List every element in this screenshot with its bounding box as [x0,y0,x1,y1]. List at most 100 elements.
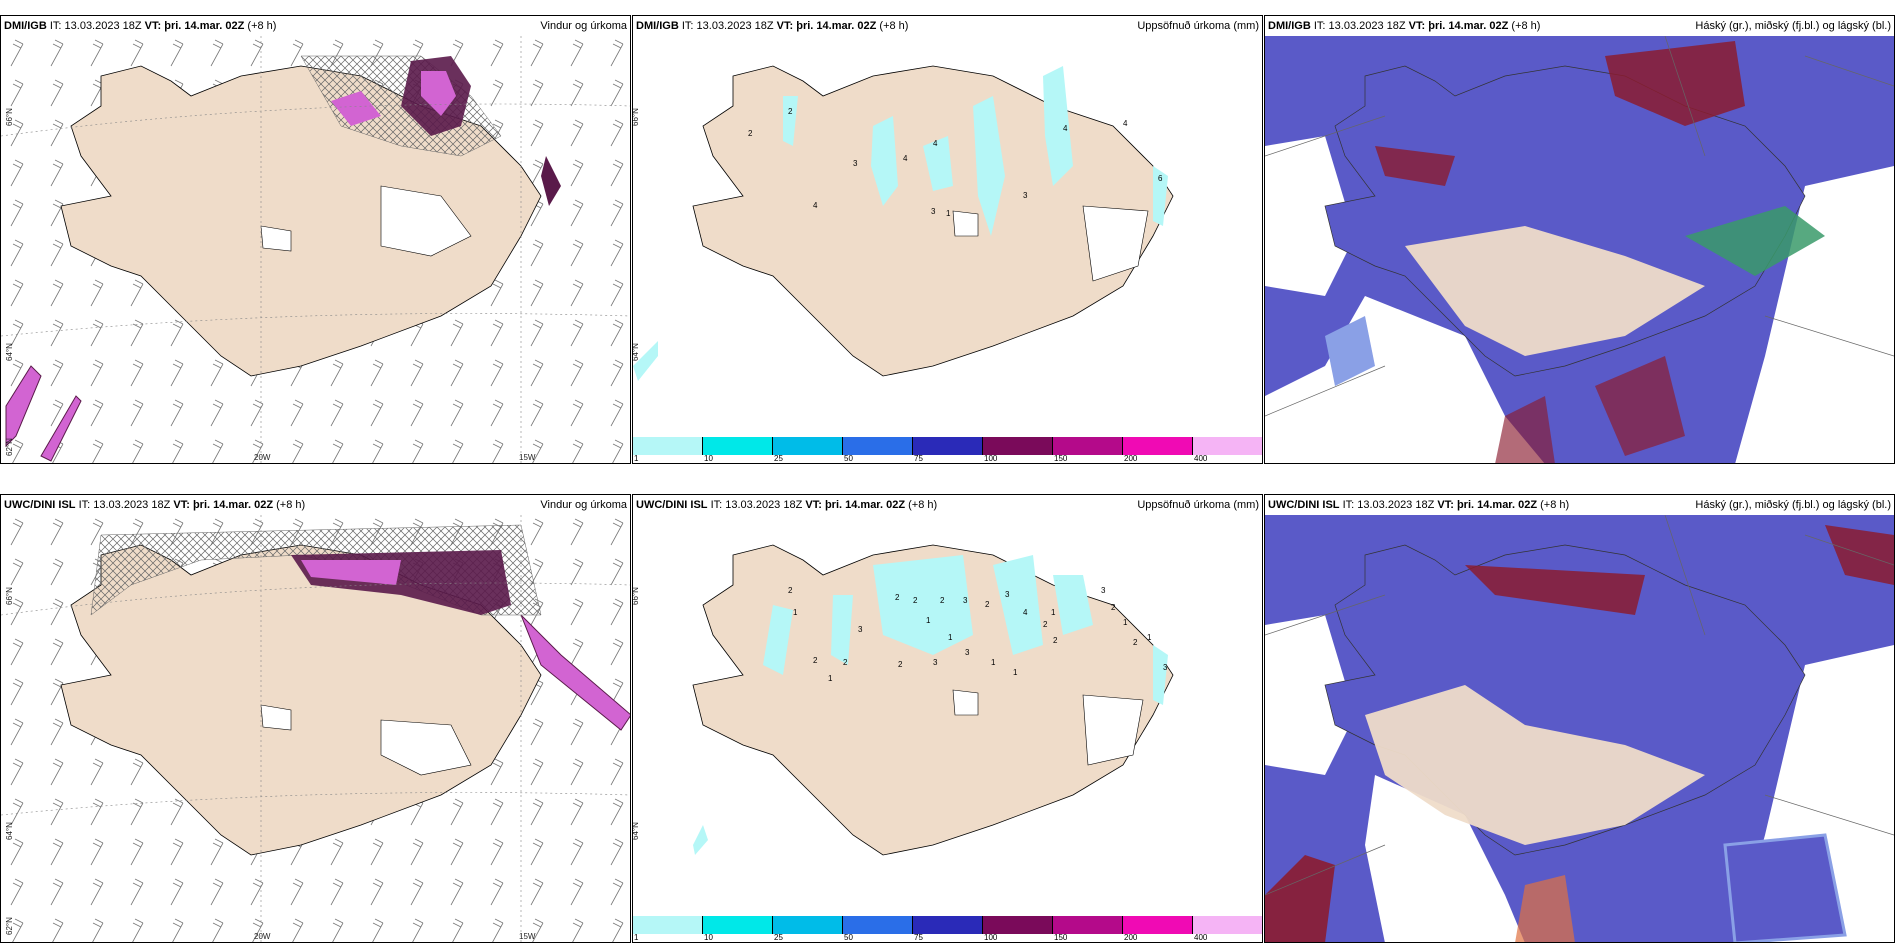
svg-text:4: 4 [1023,608,1028,617]
it-label: IT: [78,499,91,511]
lead-time: (+8 h) [1511,20,1541,32]
map-canvas: 2 1 3 2 2 2 1 1 3 2 3 4 2 2 2 2 1 2 3 3 … [692,544,1174,856]
colorbar-segment [703,916,773,934]
colorbar-segment [983,437,1053,455]
svg-text:3: 3 [1005,590,1010,599]
init-time: 13.03.2023 18Z [725,499,803,511]
panel-accum-precip-uwc: UWC/DINI ISL IT: 13.03.2023 18Z VT: þri.… [632,494,1263,943]
init-time: 13.03.2023 18Z [1328,20,1406,32]
panel-header: DMI/IGB IT: 13.03.2023 18Z VT: þri. 14.m… [1,16,630,36]
model-name: DMI/IGB [636,20,679,32]
colorbar-segment [913,916,983,934]
svg-text:1: 1 [991,658,996,667]
colorbar-segment [843,916,913,934]
panel-wind-precip-dmi: DMI/IGB IT: 13.03.2023 18Z VT: þri. 14.m… [0,15,631,464]
panel-header: UWC/DINI ISL IT: 13.03.2023 18Z VT: þri.… [1265,495,1894,515]
svg-text:2: 2 [843,658,848,667]
vt-label: VT: [805,499,822,511]
lat-tick: 66°N [5,108,14,126]
svg-text:2: 2 [813,656,818,665]
colorbar-labels: 1 10 25 50 75 100 150 200 400 [633,933,1262,942]
lon-tick: 20W [254,932,271,941]
colorbar-label: 200 [1124,933,1138,942]
map-canvas [1,36,630,463]
model-name: UWC/DINI ISL [4,499,76,511]
map-wind-precip [1,36,630,463]
svg-text:1: 1 [946,209,951,218]
panel-wind-precip-uwc: UWC/DINI ISL IT: 13.03.2023 18Z VT: þri.… [0,494,631,943]
colorbar-label: 50 [844,454,853,463]
svg-text:3: 3 [1163,663,1168,672]
vt-label: VT: [1408,20,1426,32]
svg-text:2: 2 [788,107,793,116]
init-time: 13.03.2023 18Z [64,20,142,32]
map-accum-precip: 2 1 3 2 2 2 1 1 3 2 3 4 2 2 2 2 1 2 3 3 … [633,515,1262,942]
init-time: 13.03.2023 18Z [696,20,774,32]
lead-time: (+8 h) [247,20,277,32]
colorbar-segment [843,437,913,455]
it-label: IT: [49,20,62,32]
svg-text:3: 3 [965,648,970,657]
lat-tick: 66°N [632,587,640,605]
svg-text:3: 3 [933,658,938,667]
svg-text:2: 2 [1133,638,1138,647]
map-canvas: 2 2 3 4 4 4 3 3 4 6 1 4 [633,65,1174,381]
colorbar-label: 150 [1054,933,1068,942]
lat-tick: 62°N [5,917,14,935]
svg-text:3: 3 [963,596,968,605]
svg-text:4: 4 [903,154,908,163]
valid-time: þri. 14.mar. 02Z [1456,499,1538,511]
colorbar-label: 1 [634,454,639,463]
map-clouds [1265,515,1894,942]
lat-tick: 64°N [632,343,640,361]
colorbar-label: 25 [774,454,783,463]
colorbar-segment [1123,916,1193,934]
vt-label: VT: [1437,499,1454,511]
map-clouds [1265,36,1894,463]
panel-title: Háský (gr.), miðský (fj.bl.) og lágský (… [1695,20,1891,32]
svg-text:2: 2 [898,660,903,669]
lat-tick: 64°N [5,822,14,840]
svg-text:2: 2 [913,596,918,605]
lat-tick: 66°N [5,587,14,605]
valid-time: þri. 14.mar. 02Z [824,499,906,511]
valid-time: þri. 14.mar. 02Z [192,499,274,511]
colorbar-segment [633,437,703,455]
colorbar-segment [1053,916,1123,934]
svg-text:3: 3 [853,159,858,168]
iceland-land [692,544,1174,856]
colorbar-segment [703,437,773,455]
colorbar-segment [1193,916,1262,934]
svg-text:6: 6 [1158,174,1163,183]
panel-clouds-uwc: UWC/DINI ISL IT: 13.03.2023 18Z VT: þri.… [1264,494,1895,943]
colorbar-segment [773,916,843,934]
it-label: IT: [681,20,694,32]
panel-header: UWC/DINI ISL IT: 13.03.2023 18Z VT: þri.… [633,495,1262,515]
panel-header: UWC/DINI ISL IT: 13.03.2023 18Z VT: þri.… [1,495,630,515]
colorbar-label: 50 [844,933,853,942]
panel-title: Uppsöfnuð úrkoma (mm) [1137,20,1259,32]
it-label: IT: [1313,20,1326,32]
panel-clouds-dmi: DMI/IGB IT: 13.03.2023 18Z VT: þri. 14.m… [1264,15,1895,464]
lat-tick: 62°N [5,438,14,456]
map-canvas [1,515,630,942]
valid-time: þri. 14.mar. 02Z [1428,20,1509,32]
svg-text:2: 2 [985,600,990,609]
lon-tick: 15W [519,453,536,462]
svg-text:3: 3 [858,625,863,634]
svg-text:1: 1 [1013,668,1018,677]
colorbar-label: 10 [704,454,713,463]
svg-text:2: 2 [1043,620,1048,629]
panel-accum-precip-dmi: DMI/IGB IT: 13.03.2023 18Z VT: þri. 14.m… [632,15,1263,464]
colorbar [633,916,1262,934]
panel-header: DMI/IGB IT: 13.03.2023 18Z VT: þri. 14.m… [633,16,1262,36]
svg-text:3: 3 [1101,586,1106,595]
model-name: UWC/DINI ISL [636,499,708,511]
lat-tick: 64°N [5,343,14,361]
colorbar-segment [633,916,703,934]
colorbar-label: 100 [984,933,998,942]
map-canvas [1265,36,1894,463]
svg-text:1: 1 [948,633,953,642]
lon-tick: 15W [519,932,536,941]
colorbar-label: 400 [1194,933,1208,942]
